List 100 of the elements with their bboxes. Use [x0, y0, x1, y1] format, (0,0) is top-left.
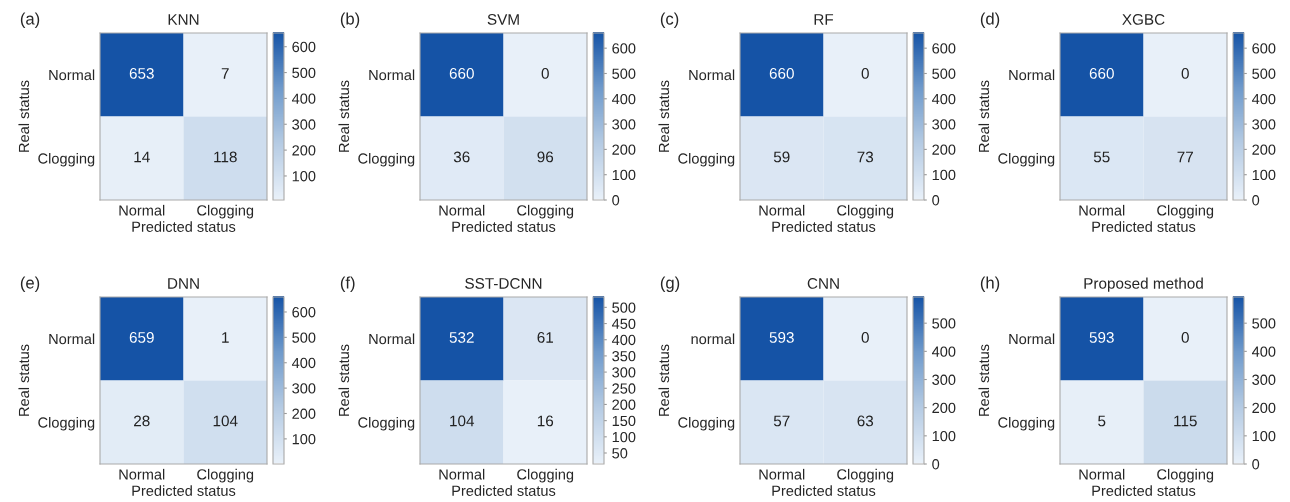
color-bar-label: 0 — [932, 459, 940, 470]
color-bar-label: 0 — [932, 195, 940, 206]
data-label: 28 — [134, 415, 150, 427]
x-axis-title: Predicted status — [132, 221, 236, 232]
x-tick-label: Normal — [439, 204, 485, 216]
data-label: 57 — [773, 415, 790, 427]
color-bar-label: 600 — [612, 43, 636, 54]
color-bar-label: 100 — [292, 171, 316, 182]
color-bar-label: 100 — [612, 169, 636, 181]
text: (e) — [20, 276, 40, 292]
y-tick-label: Normal — [1009, 333, 1055, 345]
color-bar-label: 600 — [292, 41, 316, 53]
x-axis-title: Predicted status — [772, 221, 876, 232]
data-label: 55 — [1093, 151, 1110, 163]
color-bar-label: 500 — [292, 67, 316, 78]
color-bar-label: 300 — [292, 119, 316, 130]
data-label: 104 — [213, 415, 238, 427]
data-label: 0 — [1181, 332, 1189, 343]
color-bar-label: 500 — [612, 68, 636, 79]
y-tick-label: Normal — [1009, 69, 1055, 81]
color-bar-label: 300 — [1252, 374, 1276, 385]
color-bar-label: 400 — [291, 93, 316, 104]
data-label: 660 — [769, 68, 794, 79]
y-tick-label: Clogging — [38, 152, 95, 167]
color-bar-label: 400 — [291, 357, 316, 369]
color-bar-label: 300 — [612, 119, 636, 130]
color-bar-label: 200 — [612, 399, 636, 410]
data-label: 61 — [537, 332, 553, 343]
x-tick-label: Normal — [119, 204, 165, 216]
data-label: 115 — [1174, 415, 1197, 427]
color-bar-label: 100 — [1252, 430, 1276, 442]
x-axis-title: Predicted status — [772, 485, 876, 496]
x-tick-label: Normal — [1079, 468, 1125, 480]
color-bar-label: 500 — [612, 302, 636, 313]
x-tick-label: Normal — [119, 468, 165, 480]
data-label: 5 — [1098, 415, 1106, 427]
x-tick-label: Clogging — [197, 468, 254, 483]
data-label: 593 — [1089, 332, 1114, 343]
y-tick-label: Normal — [369, 69, 415, 81]
x-tick-label: Clogging — [837, 204, 894, 219]
y-axis-title: Real status — [658, 80, 670, 152]
y-tick-label: normal — [691, 333, 735, 345]
x-tick-label: Clogging — [517, 204, 574, 219]
y-axis-title: Real status — [658, 344, 670, 416]
data-label: 63 — [857, 415, 874, 427]
color-bar-label: 500 — [1252, 318, 1276, 329]
text: (d) — [980, 12, 1000, 28]
x-axis-title: Predicted status — [132, 485, 236, 496]
x-tick-label: Normal — [759, 204, 805, 216]
color-bar-label: 350 — [612, 351, 636, 362]
data-label: 1 — [222, 332, 229, 343]
x-tick-label: Clogging — [197, 204, 254, 219]
y-tick-label: Clogging — [38, 416, 95, 431]
color-bar-label: 600 — [932, 43, 956, 54]
data-label: 0 — [1181, 68, 1189, 79]
y-tick-label: Clogging — [358, 416, 415, 431]
color-bar-label: 500 — [292, 332, 316, 343]
data-label: 660 — [1089, 68, 1114, 79]
data-label: 593 — [769, 332, 794, 343]
color-bar-label: 200 — [1252, 402, 1276, 414]
color-bar-label: 400 — [1251, 93, 1276, 105]
color-bar-label: 100 — [932, 169, 956, 181]
text: (h) — [980, 276, 1000, 292]
text: (g) — [660, 276, 680, 292]
y-tick-label: Normal — [369, 333, 415, 345]
color-bar-label: 200 — [292, 408, 316, 419]
data-label: 36 — [453, 151, 470, 163]
color-bar-label: 600 — [1252, 43, 1276, 54]
color-bar-label: 300 — [1252, 119, 1276, 130]
y-tick-label: Normal — [689, 69, 735, 81]
x-tick-label: Clogging — [1157, 468, 1214, 483]
y-axis-title: Real status — [978, 80, 990, 152]
color-bar-label: 100 — [612, 431, 636, 443]
y-tick-label: Clogging — [678, 152, 735, 167]
y-tick-label: Clogging — [998, 416, 1055, 431]
y-axis-title: Real status — [338, 80, 350, 152]
data-label: 0 — [541, 68, 549, 79]
x-axis-title: Predicted status — [1092, 221, 1196, 232]
chart-title: RF — [814, 14, 834, 25]
y-axis-title: Real status — [18, 344, 30, 416]
chart-title: SST-DCNN — [465, 278, 542, 289]
color-bar-label: 200 — [932, 144, 956, 155]
data-label: 16 — [537, 415, 554, 427]
data-label: 104 — [450, 415, 475, 427]
color-bar-label: 100 — [932, 430, 956, 442]
chart-title: DNN — [168, 278, 199, 289]
data-label: 73 — [857, 151, 874, 163]
y-tick-label: Clogging — [998, 152, 1055, 167]
color-bar-label: 50 — [612, 448, 628, 459]
chart-title: XGBC — [1122, 14, 1165, 25]
color-bar-label: 0 — [1252, 195, 1260, 206]
x-tick-label: Normal — [439, 468, 485, 480]
data-label: 0 — [861, 332, 869, 343]
text: (c) — [660, 12, 679, 28]
color-bar-label: 300 — [932, 374, 956, 385]
x-axis-title: Predicted status — [1092, 485, 1196, 496]
x-tick-label: Normal — [759, 468, 805, 480]
text: (b) — [340, 12, 360, 28]
color-bar-label: 300 — [932, 119, 956, 130]
data-label: 96 — [537, 151, 554, 163]
